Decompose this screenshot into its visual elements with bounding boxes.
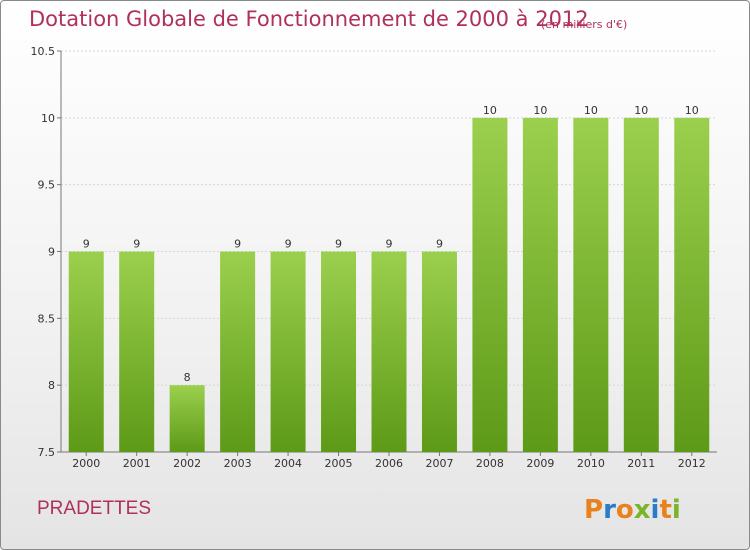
- data-label: 9: [285, 238, 292, 251]
- bar: [371, 251, 407, 452]
- bars: [68, 117, 710, 452]
- x-tick-label: 2004: [274, 457, 302, 470]
- y-tick-label: 10.5: [31, 45, 56, 58]
- bar: [573, 117, 609, 452]
- y-tick-label: 8.5: [38, 312, 56, 325]
- bar: [119, 251, 155, 452]
- bar: [421, 251, 457, 452]
- x-tick-label: 2009: [526, 457, 554, 470]
- bar: [169, 385, 205, 452]
- x-tick-label: 2001: [123, 457, 151, 470]
- y-tick-label: 8: [48, 379, 55, 392]
- data-label: 9: [133, 238, 140, 251]
- x-tick-label: 2006: [375, 457, 403, 470]
- x-tick-label: 2010: [577, 457, 605, 470]
- bar: [522, 117, 558, 452]
- data-label: 10: [634, 104, 648, 117]
- data-label: 9: [436, 238, 443, 251]
- data-label: 10: [584, 104, 598, 117]
- bar: [220, 251, 256, 452]
- bar: [472, 117, 508, 452]
- chart-title: Dotation Globale de Fonctionnement de 20…: [29, 7, 589, 31]
- commune-name: PRADETTES: [37, 498, 152, 519]
- data-label: 8: [184, 371, 191, 384]
- data-label: 9: [83, 238, 90, 251]
- data-label: 9: [386, 238, 393, 251]
- x-tick-label: 2002: [173, 457, 201, 470]
- svg-text:Proxiti: Proxiti: [584, 495, 681, 525]
- bar: [321, 251, 357, 452]
- y-tick-label: 9: [48, 246, 55, 259]
- x-tick-label: 2011: [627, 457, 655, 470]
- data-label: 10: [533, 104, 547, 117]
- x-tick-label: 2008: [476, 457, 504, 470]
- data-label: 10: [483, 104, 497, 117]
- bar: [270, 251, 306, 452]
- x-tick-label: 2012: [678, 457, 706, 470]
- data-label: 10: [685, 104, 699, 117]
- bar: [623, 117, 659, 452]
- y-tick-label: 9.5: [38, 179, 56, 192]
- bar: [674, 117, 710, 452]
- x-tick-label: 2003: [224, 457, 252, 470]
- x-tick-label: 2007: [425, 457, 453, 470]
- x-tick-label: 2000: [72, 457, 100, 470]
- chart-unit: (en milliers d'€): [541, 18, 628, 31]
- x-tick-label: 2005: [325, 457, 353, 470]
- proxiti-logo: Proxiti: [584, 495, 681, 525]
- data-label: 9: [234, 238, 241, 251]
- y-tick-label: 10: [41, 112, 55, 125]
- y-tick-label: 7.5: [38, 446, 56, 459]
- data-labels: 9 9 8 9 9 9 9 9 10 10 10 10 10: [83, 104, 699, 384]
- tick-labels: 7.5 8 8.5 9 9.5 10 10.5 2000 2001 2002 2003 2004 200…: [31, 45, 706, 470]
- data-label: 9: [335, 238, 342, 251]
- bar: [68, 251, 104, 452]
